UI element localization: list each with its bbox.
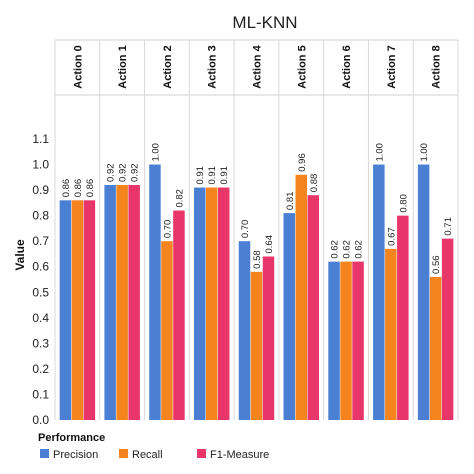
bar <box>262 256 275 420</box>
data-label: 0.64 <box>264 235 275 254</box>
data-label: 1.00 <box>150 143 161 162</box>
facet-label: Action 6 <box>341 45 353 88</box>
data-label: 0.70 <box>162 220 173 239</box>
legend-label: Precision <box>53 449 98 461</box>
chart-title: ML-KNN <box>232 13 297 32</box>
y-tick-label: 0.7 <box>32 234 49 248</box>
data-label: 0.62 <box>330 240 341 259</box>
y-tick-label: 0.0 <box>32 413 49 427</box>
data-label: 0.67 <box>386 227 397 246</box>
bar <box>373 164 385 420</box>
legend-swatch <box>119 449 128 458</box>
data-label: 0.91 <box>195 166 206 185</box>
data-label: 0.62 <box>342 240 353 259</box>
data-label: 0.80 <box>398 194 409 213</box>
facet-label: Action 0 <box>72 45 84 88</box>
bar <box>441 238 454 420</box>
bar <box>352 261 364 420</box>
y-tick-label: 0.4 <box>32 311 49 325</box>
y-tick-label: 0.1 <box>32 387 49 401</box>
bar <box>238 241 251 420</box>
bar <box>429 276 442 420</box>
data-label: 0.92 <box>106 163 117 182</box>
data-label: 0.91 <box>207 166 218 185</box>
bar <box>295 174 308 420</box>
bar <box>417 164 430 420</box>
bar <box>128 184 140 420</box>
data-labels: 0.86 0.86 0.860.92 0.92 0.921.000.700.820.91… <box>61 143 454 274</box>
data-label: 0.92 <box>118 163 129 182</box>
bar <box>385 248 397 420</box>
data-label: 0.71 <box>443 217 454 236</box>
bar <box>250 271 263 420</box>
bar <box>104 184 116 420</box>
bar <box>59 200 72 420</box>
bar <box>217 187 230 420</box>
facet-headers: Action 0 Action 1 Action 2 Action 3 Action 4… <box>54 39 459 420</box>
facet-label: Action 5 <box>296 45 308 88</box>
data-label: 0.86 <box>61 179 72 198</box>
legend-title: Performance <box>38 432 105 444</box>
facet-label: Action 4 <box>252 44 264 88</box>
bar <box>116 184 128 420</box>
data-label: 0.58 <box>252 250 263 269</box>
data-label: 0.91 <box>219 166 230 185</box>
data-label: 0.62 <box>354 240 365 259</box>
data-label: 0.70 <box>240 220 251 239</box>
y-tick-label: 1.0 <box>32 158 49 172</box>
legend: Performance Precision Recall F1-Measure <box>38 432 269 461</box>
bars <box>59 164 454 420</box>
facet-label: Action 2 <box>162 45 174 88</box>
data-label: 0.86 <box>85 179 96 198</box>
y-tick-label: 0.2 <box>32 362 49 376</box>
y-tick-label: 0.9 <box>32 183 49 197</box>
data-label: 0.86 <box>73 179 84 198</box>
y-tick-label: 0.6 <box>32 260 49 274</box>
bar <box>83 200 96 420</box>
bar <box>307 195 320 420</box>
legend-swatch <box>197 449 206 458</box>
y-tick-label: 0.8 <box>32 209 49 223</box>
facet-label: Action 8 <box>431 45 443 88</box>
bar <box>283 213 296 420</box>
legend-label: F1-Measure <box>210 449 269 461</box>
bar <box>328 261 340 420</box>
bar <box>205 187 218 420</box>
data-label: 0.96 <box>297 153 308 172</box>
bar <box>193 187 206 420</box>
bar <box>71 200 84 420</box>
y-tick-label: 0.3 <box>32 336 49 350</box>
legend-swatch <box>40 449 49 458</box>
bar <box>161 241 173 420</box>
data-label: 0.81 <box>285 192 296 211</box>
y-tick-label: 1.1 <box>32 132 49 146</box>
bar <box>340 261 352 420</box>
data-label: 0.92 <box>130 163 141 182</box>
y-axis-label: Value <box>13 239 27 271</box>
facet-label: Action 7 <box>386 45 398 88</box>
data-label: 1.00 <box>374 143 385 162</box>
data-label: 0.56 <box>431 255 442 274</box>
legend-label: Recall <box>132 449 163 461</box>
data-label: 0.82 <box>174 189 185 208</box>
facet-label: Action 1 <box>117 45 129 88</box>
y-tick-label: 0.5 <box>32 285 49 299</box>
bar <box>149 164 161 420</box>
bar <box>173 210 185 420</box>
data-label: 1.00 <box>419 143 430 162</box>
data-label: 0.88 <box>309 174 320 193</box>
facet-label: Action 3 <box>207 45 219 88</box>
y-axis-ticks: 0.0 0.1 0.2 0.3 0.4 0.5 0.6 0.7 0.8 0.9 1.0 1.1 <box>32 132 49 427</box>
bar <box>397 215 409 420</box>
